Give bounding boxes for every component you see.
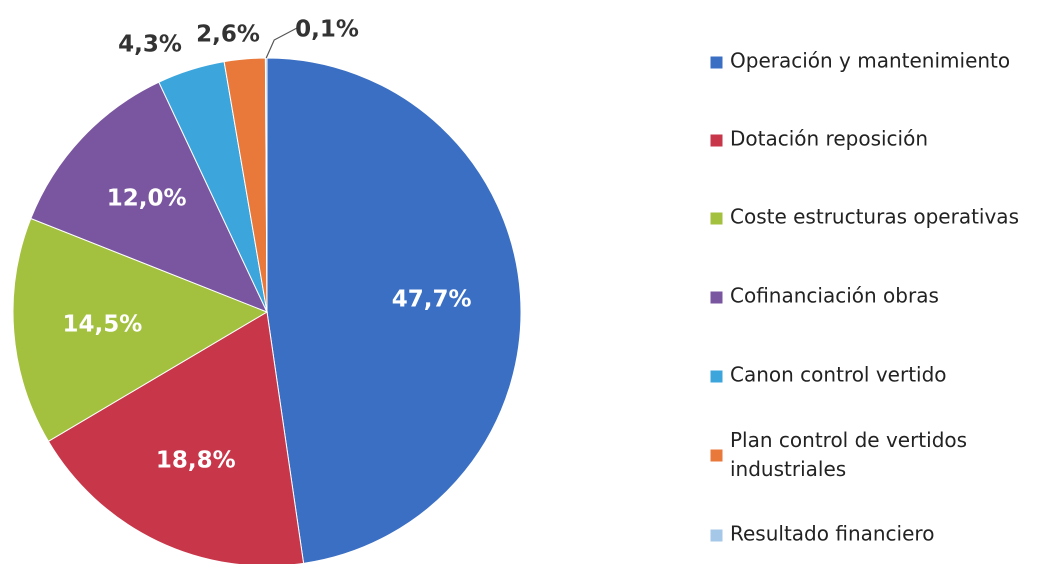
legend-swatch (709, 211, 724, 226)
data-label: 14,5% (63, 311, 143, 337)
legend-swatch (709, 290, 724, 305)
pie-slice (12, 217, 269, 442)
legend-label: Cofinanciación obras (730, 284, 939, 308)
pie-slice (30, 81, 268, 313)
legend-line: Plan control de vertidos (730, 428, 967, 452)
data-label: 47,7% (392, 287, 472, 313)
legend-swatch (709, 369, 724, 384)
legend-label: Plan control de vertidos industriales (730, 428, 967, 481)
legend-label: Dotación reposición (730, 127, 928, 151)
leader-line (265, 27, 298, 59)
pie-slice (47, 311, 305, 564)
pie-slice (266, 57, 522, 564)
legend-label: Resultado financiero (730, 522, 934, 546)
legend-swatch (709, 133, 724, 148)
data-label: 18,8% (156, 447, 236, 473)
data-label: 12,0% (107, 185, 187, 211)
legend-swatch (709, 55, 724, 70)
legend-line: industriales (730, 457, 846, 481)
legend-label: Canon control vertido (730, 363, 947, 387)
data-label: 0,1% (295, 17, 359, 43)
legend-label: Coste estructuras operativas (730, 205, 1019, 229)
data-label: 4,3% (118, 32, 182, 58)
legend-swatch (709, 448, 724, 463)
pie-slice (264, 57, 268, 313)
legend-label: Operación y mantenimiento (730, 49, 1010, 73)
data-label: 2,6% (196, 22, 260, 48)
legend-swatch (709, 528, 724, 543)
